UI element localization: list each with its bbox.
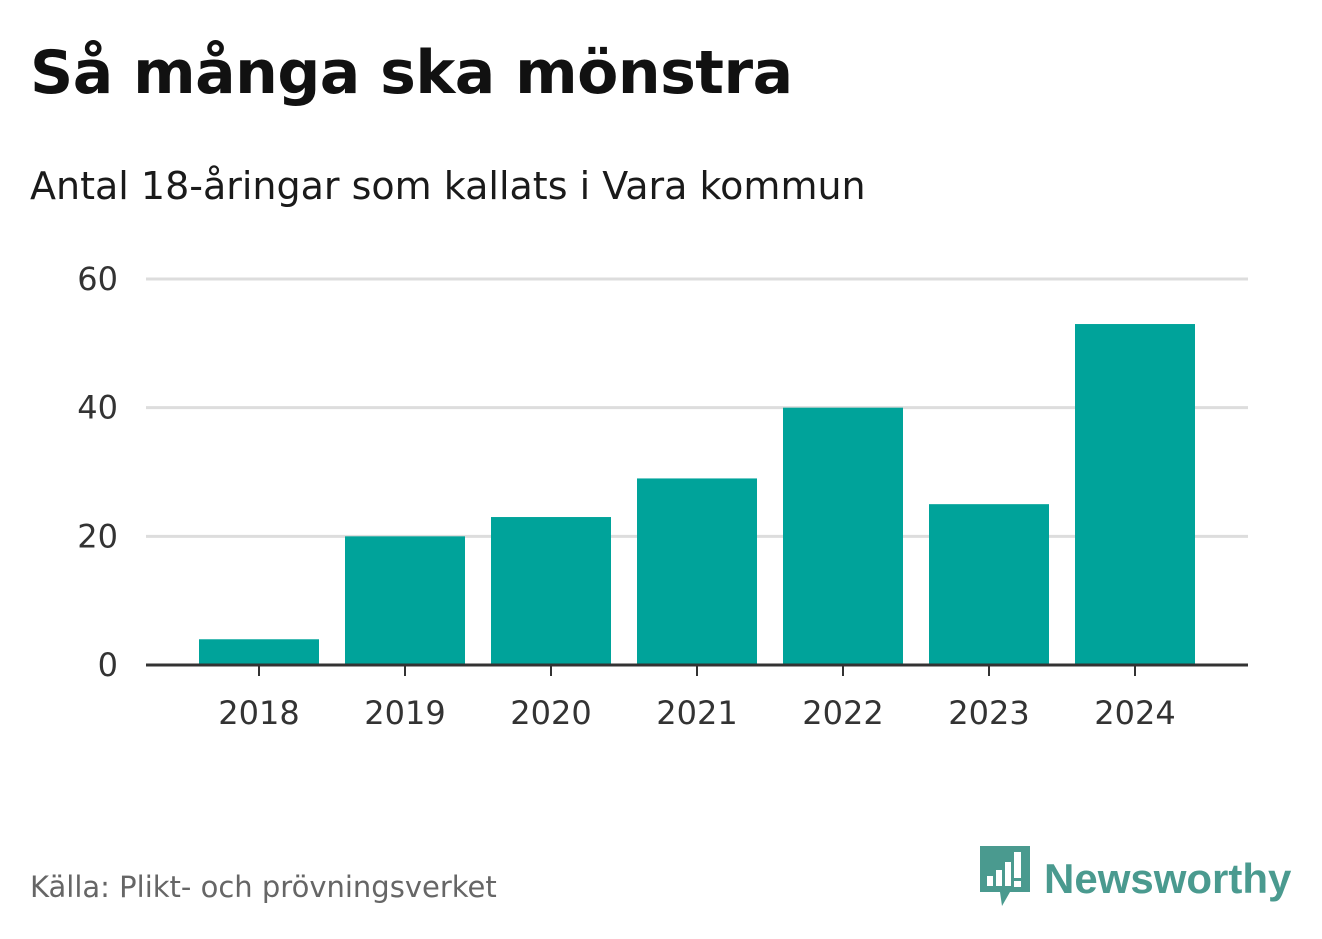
- bar-chart-speech-bubble-icon: [980, 846, 1030, 912]
- y-tick-label: 40: [77, 389, 118, 427]
- brand-logo[interactable]: Newsworthy: [980, 846, 1292, 912]
- bar-2024: [1075, 324, 1195, 665]
- bar-2022: [783, 407, 903, 665]
- chart-subtitle: Antal 18-åringar som kallats i Vara komm…: [30, 164, 866, 208]
- bar-2021: [637, 478, 757, 665]
- brand-name: Newsworthy: [1044, 855, 1292, 902]
- x-axis-ticks: 2018 2019 2020 2021 2022 2023 2024: [218, 694, 1175, 732]
- chart-title: Så många ska mönstra: [30, 38, 793, 108]
- x-tick-label: 2020: [510, 694, 591, 732]
- x-tick-label: 2023: [948, 694, 1029, 732]
- bar-2018: [199, 639, 319, 665]
- y-axis-ticks: 0 20 40 60: [77, 260, 118, 684]
- y-tick-label: 60: [77, 260, 118, 298]
- y-tick-label: 0: [98, 646, 118, 684]
- y-tick-label: 20: [77, 517, 118, 555]
- x-axis: [146, 663, 1248, 676]
- x-tick-label: 2021: [656, 694, 737, 732]
- x-tick-label: 2018: [218, 694, 299, 732]
- x-tick-label: 2022: [802, 694, 883, 732]
- bar-2020: [491, 517, 611, 665]
- bar-2023: [929, 504, 1049, 665]
- bar-2019: [345, 536, 465, 665]
- bars: [199, 324, 1195, 665]
- x-tick-label: 2024: [1094, 694, 1175, 732]
- x-tick-label: 2019: [364, 694, 445, 732]
- source-note: Källa: Plikt- och prövningsverket: [30, 870, 497, 904]
